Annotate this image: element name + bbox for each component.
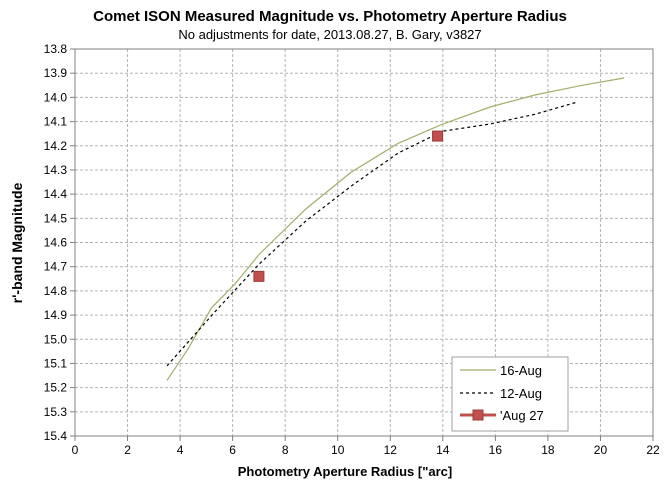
axis-ticks: 0 2 4 6 8 10 12 14 16 18 20 22 13.8 13.9 14.0 14.1 14.2 1… [44,42,660,457]
y-tick-label: 15.3 [44,405,68,419]
series-line-16-aug [166,77,625,381]
x-tick-label: 14 [436,443,450,457]
y-tick-label: 14.4 [44,187,68,201]
legend: 16-Aug 12-Aug 'Aug 27 [451,356,569,432]
y-tick-label: 14.9 [44,308,68,322]
x-axis-title: Photometry Aperture Radius ["arc] [238,464,452,479]
y-axis-title: r'-band Magnitude [9,182,25,303]
x-tick-label: 6 [229,443,236,457]
y-tick-label: 15.0 [44,332,68,346]
legend-label-16-aug: 16-Aug [500,363,542,378]
chart-title: Comet ISON Measured Magnitude vs. Photom… [93,8,567,25]
y-tick-label: 14.8 [44,284,68,298]
y-tick-label: 15.2 [44,381,68,395]
y-tick-label: 15.4 [44,429,68,443]
x-tick-label: 20 [594,443,608,457]
data-point-aug-27 [432,130,444,142]
x-tick-label: 16 [489,443,503,457]
x-tick-label: 10 [331,443,345,457]
y-tick-label: 14.6 [44,236,68,250]
legend-label-12-aug: 12-Aug [500,386,542,401]
y-tick-label: 13.8 [44,42,68,56]
x-tick-label: 12 [384,443,398,457]
y-tick-label: 14.0 [44,90,68,104]
y-tick-label: 13.9 [44,66,68,80]
x-tick-label: 0 [72,443,79,457]
x-tick-label: 4 [177,443,184,457]
x-tick-label: 2 [124,443,131,457]
y-tick-label: 14.7 [44,260,68,274]
legend-swatch-aug-27-marker [472,409,484,421]
series-layer [166,77,625,381]
x-tick-label: 22 [646,443,660,457]
series-line-12-aug [166,101,577,367]
legend-box [451,356,569,432]
y-tick-label: 15.1 [44,356,68,370]
y-tick-label: 14.3 [44,163,68,177]
data-point-aug-27 [253,270,265,282]
x-tick-label: 8 [282,443,289,457]
y-tick-label: 14.5 [44,211,68,225]
y-tick-label: 14.1 [44,115,68,129]
x-tick-label: 18 [541,443,555,457]
legend-label-aug-27: 'Aug 27 [500,408,544,423]
chart-subtitle: No adjustments for date, 2013.08.27, B. … [178,27,481,42]
y-tick-label: 14.2 [44,139,68,153]
